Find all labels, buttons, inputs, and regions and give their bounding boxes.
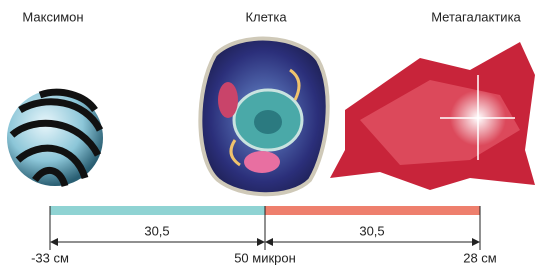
scale-bar-left: [50, 206, 265, 215]
top-label: Максимон: [22, 9, 83, 24]
bottom-label: -33 см: [31, 250, 69, 265]
bottom-label: 50 микрон: [234, 250, 296, 265]
top-label: Метагалактика: [431, 9, 521, 24]
diagram: Максимон Клетка Метагалактика 30,5 30,5 …: [0, 0, 541, 268]
maximon-illustration: [7, 90, 103, 186]
top-label: Клетка: [245, 9, 287, 24]
cell-illustration: [200, 39, 327, 195]
bottom-label: 28 см: [463, 250, 497, 265]
metagalaxy-illustration: [330, 42, 535, 190]
scale-bar-right: [265, 206, 480, 215]
span-label: 30,5: [359, 223, 384, 238]
span-label: 30,5: [144, 223, 169, 238]
